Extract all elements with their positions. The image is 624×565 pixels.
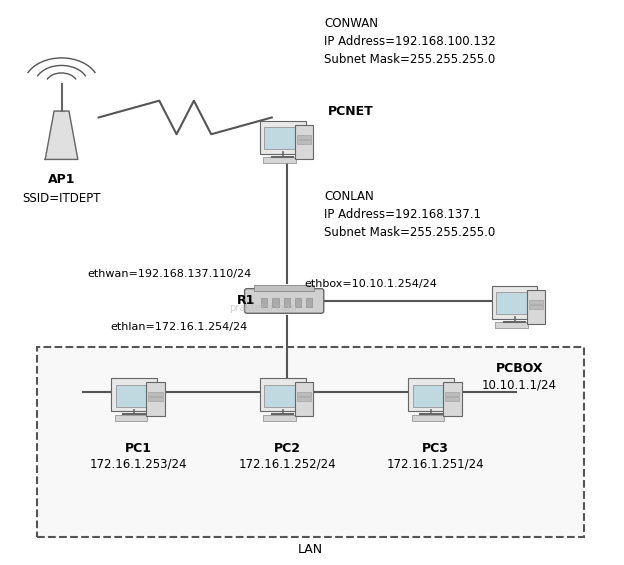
Text: 172.16.1.253/24: 172.16.1.253/24 xyxy=(90,458,188,471)
Polygon shape xyxy=(45,111,78,159)
Text: ethwan=192.168.137.110/24: ethwan=192.168.137.110/24 xyxy=(87,269,252,279)
FancyBboxPatch shape xyxy=(149,397,163,401)
FancyBboxPatch shape xyxy=(273,298,278,307)
FancyBboxPatch shape xyxy=(295,298,301,307)
FancyBboxPatch shape xyxy=(446,397,459,401)
Text: PC2: PC2 xyxy=(274,442,301,455)
Text: AP1: AP1 xyxy=(48,173,76,186)
FancyBboxPatch shape xyxy=(260,120,306,154)
FancyBboxPatch shape xyxy=(265,127,301,149)
FancyBboxPatch shape xyxy=(297,397,311,401)
Text: PCNET: PCNET xyxy=(328,105,373,119)
FancyBboxPatch shape xyxy=(115,415,147,421)
FancyBboxPatch shape xyxy=(295,125,313,159)
FancyBboxPatch shape xyxy=(149,393,163,396)
FancyBboxPatch shape xyxy=(283,298,290,307)
FancyBboxPatch shape xyxy=(495,322,527,328)
Text: LAN: LAN xyxy=(298,543,323,556)
FancyBboxPatch shape xyxy=(492,285,537,319)
Text: PCBOX: PCBOX xyxy=(495,362,543,375)
FancyBboxPatch shape xyxy=(443,382,462,416)
FancyBboxPatch shape xyxy=(111,378,157,411)
FancyBboxPatch shape xyxy=(116,385,152,407)
FancyBboxPatch shape xyxy=(254,285,314,292)
FancyBboxPatch shape xyxy=(245,289,324,313)
FancyBboxPatch shape xyxy=(297,393,311,396)
Text: PC1: PC1 xyxy=(125,442,152,455)
Text: praktekti.com: praktekti.com xyxy=(228,303,296,312)
FancyBboxPatch shape xyxy=(496,292,533,314)
Text: 172.16.1.252/24: 172.16.1.252/24 xyxy=(238,458,336,471)
Text: CONWAN
IP Address=192.168.100.132
Subnet Mask=255.255.255.0: CONWAN IP Address=192.168.100.132 Subnet… xyxy=(324,17,496,66)
FancyBboxPatch shape xyxy=(408,378,454,411)
Text: 10.10.1.1/24: 10.10.1.1/24 xyxy=(482,379,557,392)
FancyBboxPatch shape xyxy=(37,347,584,537)
FancyBboxPatch shape xyxy=(295,382,313,416)
FancyBboxPatch shape xyxy=(261,298,268,307)
FancyBboxPatch shape xyxy=(263,415,296,421)
FancyBboxPatch shape xyxy=(412,415,444,421)
FancyBboxPatch shape xyxy=(297,140,311,144)
FancyBboxPatch shape xyxy=(306,298,312,307)
FancyBboxPatch shape xyxy=(297,135,311,139)
Text: SSID=ITDEPT: SSID=ITDEPT xyxy=(22,192,101,205)
FancyBboxPatch shape xyxy=(527,290,545,324)
FancyBboxPatch shape xyxy=(263,157,296,163)
Text: ethbox=10.10.1.254/24: ethbox=10.10.1.254/24 xyxy=(305,279,437,289)
Text: R1: R1 xyxy=(236,294,255,307)
Text: 172.16.1.251/24: 172.16.1.251/24 xyxy=(387,458,484,471)
FancyBboxPatch shape xyxy=(265,385,301,407)
Text: ethlan=172.16.1.254/24: ethlan=172.16.1.254/24 xyxy=(110,322,248,332)
Text: PC3: PC3 xyxy=(422,442,449,455)
Text: CONLAN
IP Address=192.168.137.1
Subnet Mask=255.255.255.0: CONLAN IP Address=192.168.137.1 Subnet M… xyxy=(324,190,495,239)
FancyBboxPatch shape xyxy=(529,305,543,309)
FancyBboxPatch shape xyxy=(529,300,543,304)
FancyBboxPatch shape xyxy=(413,385,449,407)
FancyBboxPatch shape xyxy=(446,393,459,396)
FancyBboxPatch shape xyxy=(146,382,165,416)
FancyBboxPatch shape xyxy=(260,378,306,411)
